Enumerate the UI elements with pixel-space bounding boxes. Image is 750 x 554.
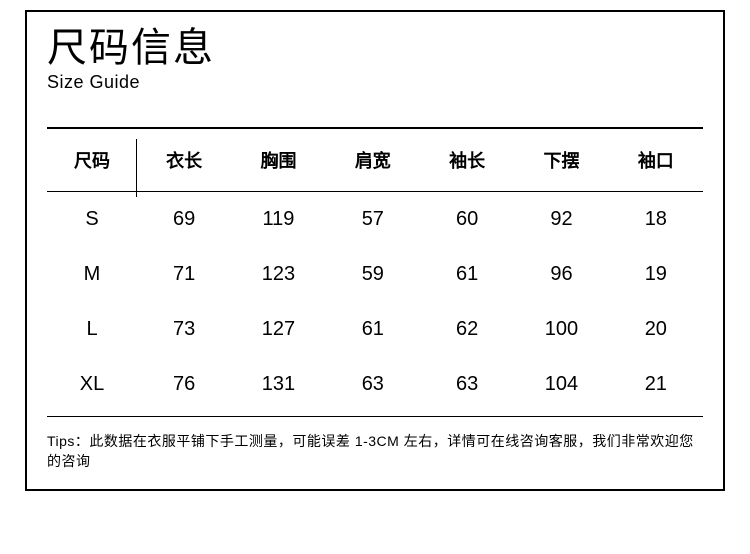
table-row: S 69 119 57 60 92 18 bbox=[47, 192, 703, 248]
size-table-wrap: 尺码 衣长 胸围 肩宽 袖长 下摆 袖口 S 69 119 57 60 92 bbox=[27, 129, 723, 416]
cell-value: 71 bbox=[137, 247, 231, 302]
size-guide-card: 尺码信息 Size Guide 尺码 衣长 胸围 肩宽 袖长 下摆 袖口 S 6… bbox=[25, 10, 725, 491]
cell-value: 57 bbox=[326, 192, 420, 248]
cell-value: 60 bbox=[420, 192, 514, 248]
cell-value: 69 bbox=[137, 192, 231, 248]
cell-value: 131 bbox=[231, 357, 325, 416]
table-body: S 69 119 57 60 92 18 M 71 123 59 61 96 1… bbox=[47, 192, 703, 417]
cell-value: 63 bbox=[420, 357, 514, 416]
cell-value: 119 bbox=[231, 192, 325, 248]
col-cuff: 袖口 bbox=[609, 129, 703, 192]
cell-size: XL bbox=[47, 357, 137, 416]
cell-value: 61 bbox=[420, 247, 514, 302]
table-row: XL 76 131 63 63 104 21 bbox=[47, 357, 703, 416]
cell-value: 96 bbox=[514, 247, 608, 302]
col-length: 衣长 bbox=[137, 129, 231, 192]
cell-value: 61 bbox=[326, 302, 420, 357]
size-table: 尺码 衣长 胸围 肩宽 袖长 下摆 袖口 S 69 119 57 60 92 bbox=[47, 129, 703, 416]
title-english: Size Guide bbox=[47, 72, 703, 93]
table-header-row: 尺码 衣长 胸围 肩宽 袖长 下摆 袖口 bbox=[47, 129, 703, 192]
cell-size: S bbox=[47, 192, 137, 248]
cell-value: 127 bbox=[231, 302, 325, 357]
cell-value: 18 bbox=[609, 192, 703, 248]
col-size: 尺码 bbox=[47, 129, 137, 192]
cell-value: 104 bbox=[514, 357, 608, 416]
cell-value: 73 bbox=[137, 302, 231, 357]
cell-value: 19 bbox=[609, 247, 703, 302]
table-row: M 71 123 59 61 96 19 bbox=[47, 247, 703, 302]
cell-value: 123 bbox=[231, 247, 325, 302]
cell-size: L bbox=[47, 302, 137, 357]
cell-value: 76 bbox=[137, 357, 231, 416]
table-row: L 73 127 61 62 100 20 bbox=[47, 302, 703, 357]
cell-value: 92 bbox=[514, 192, 608, 248]
cell-value: 63 bbox=[326, 357, 420, 416]
col-chest: 胸围 bbox=[231, 129, 325, 192]
cell-size: M bbox=[47, 247, 137, 302]
col-sleeve: 袖长 bbox=[420, 129, 514, 192]
cell-value: 20 bbox=[609, 302, 703, 357]
cell-value: 100 bbox=[514, 302, 608, 357]
tips-text: Tips：此数据在衣服平铺下手工测量，可能误差 1-3CM 左右，详情可在线咨询… bbox=[27, 417, 723, 489]
cell-value: 62 bbox=[420, 302, 514, 357]
col-shoulder: 肩宽 bbox=[326, 129, 420, 192]
header: 尺码信息 Size Guide bbox=[27, 12, 723, 103]
col-hem: 下摆 bbox=[514, 129, 608, 192]
title-chinese: 尺码信息 bbox=[47, 26, 703, 70]
cell-value: 21 bbox=[609, 357, 703, 416]
cell-value: 59 bbox=[326, 247, 420, 302]
